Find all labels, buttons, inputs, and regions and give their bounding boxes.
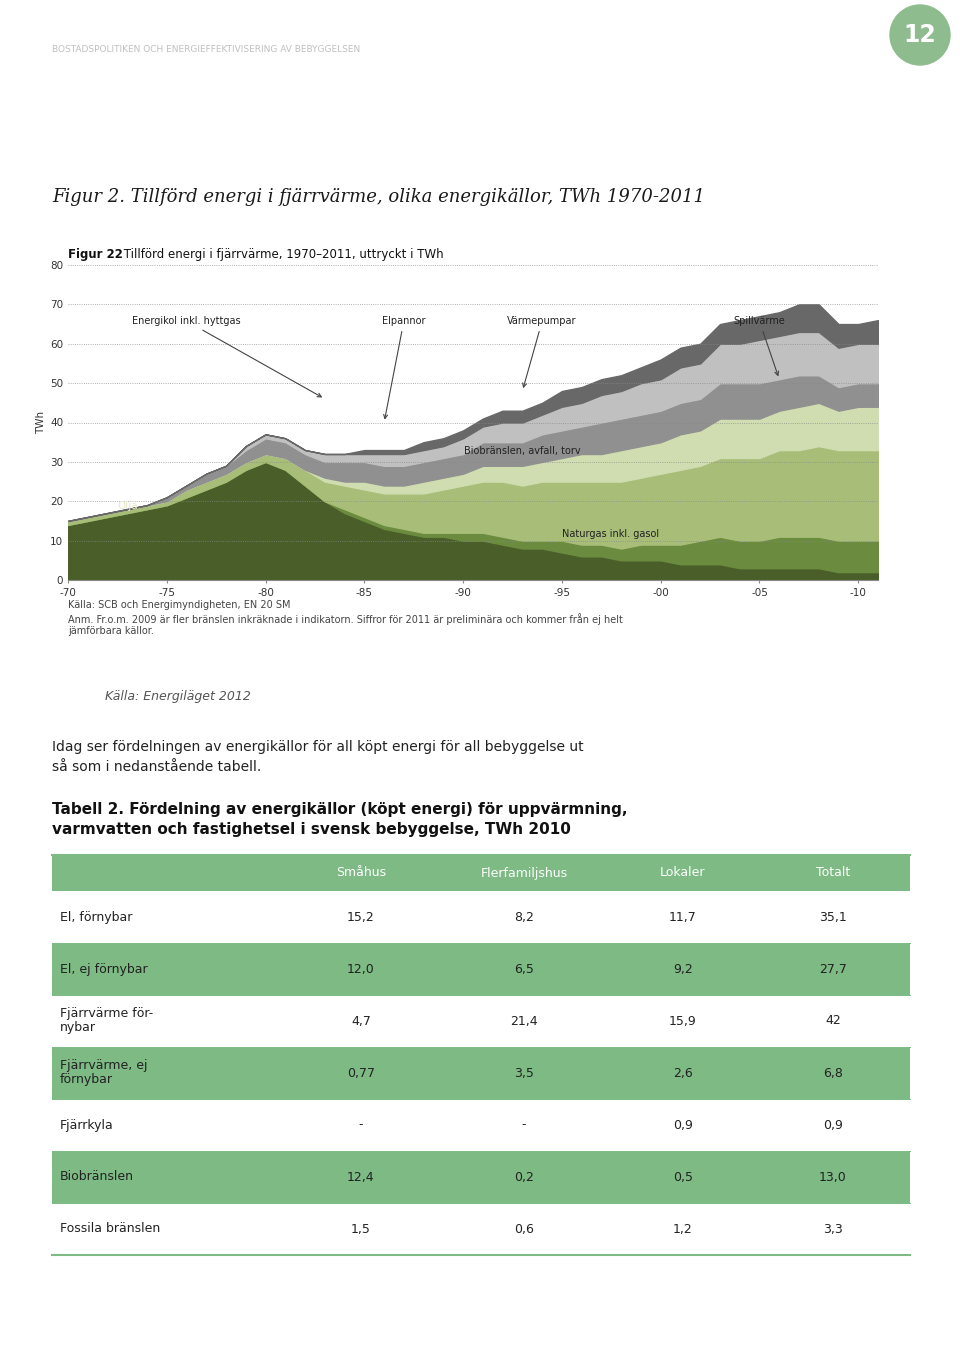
- Text: 12,0: 12,0: [347, 962, 374, 976]
- Text: 8,2: 8,2: [514, 910, 534, 924]
- Text: Biobränslen: Biobränslen: [60, 1171, 134, 1183]
- Text: 21,4: 21,4: [510, 1015, 538, 1027]
- Text: 1,2: 1,2: [673, 1223, 692, 1235]
- Text: 11,7: 11,7: [669, 910, 697, 924]
- FancyBboxPatch shape: [52, 1152, 910, 1202]
- Text: 6,5: 6,5: [514, 962, 534, 976]
- Text: Anm. Fr.o.m. 2009 är fler bränslen inkräknade i indikatorn. Siffror för 2011 är : Anm. Fr.o.m. 2009 är fler bränslen inkrä…: [68, 613, 623, 625]
- Text: 6,8: 6,8: [823, 1067, 843, 1079]
- Text: Tillförd energi i fjärrvärme, 1970–2011, uttryckt i TWh: Tillförd energi i fjärrvärme, 1970–2011,…: [120, 248, 444, 260]
- Text: 1,5: 1,5: [351, 1223, 371, 1235]
- Text: El, förnybar: El, förnybar: [60, 910, 132, 924]
- Text: Spillvärme: Spillvärme: [733, 317, 785, 376]
- Text: BOSTADSPOLITIKEN OCH ENERGIEFFEKTIVISERING AV BEBYGGELSEN: BOSTADSPOLITIKEN OCH ENERGIEFFEKTIVISERI…: [52, 45, 360, 53]
- Text: 15,2: 15,2: [347, 910, 374, 924]
- Text: 0,9: 0,9: [823, 1119, 843, 1131]
- Text: Biobränslen, avfall, torv: Biobränslen, avfall, torv: [464, 446, 581, 457]
- Text: 15,9: 15,9: [669, 1015, 697, 1027]
- Text: 9,2: 9,2: [673, 962, 692, 976]
- Text: 0,77: 0,77: [347, 1067, 374, 1079]
- Text: Källa: SCB och Energimyndigheten, EN 20 SM: Källa: SCB och Energimyndigheten, EN 20 …: [68, 600, 291, 610]
- Text: 3,5: 3,5: [514, 1067, 534, 1079]
- Text: -: -: [521, 1119, 526, 1131]
- Text: jämförbara källor.: jämförbara källor.: [68, 627, 154, 636]
- Text: Figur 22: Figur 22: [68, 248, 123, 260]
- Text: 0,5: 0,5: [673, 1171, 692, 1183]
- Y-axis label: TWh: TWh: [36, 411, 46, 435]
- Text: 3,3: 3,3: [823, 1223, 843, 1235]
- Text: Värmepumpar: Värmepumpar: [508, 317, 577, 387]
- Text: Figur 2. Tillförd energi i fjärrvärme, olika energikällor, TWh 1970-2011: Figur 2. Tillförd energi i fjärrvärme, o…: [52, 188, 705, 206]
- Text: 42: 42: [825, 1015, 841, 1027]
- Text: Fjärrkyla: Fjärrkyla: [60, 1119, 113, 1131]
- Text: nybar: nybar: [60, 1021, 96, 1035]
- Text: Småhus: Småhus: [336, 866, 386, 880]
- Text: Olja: Olja: [117, 502, 137, 511]
- Text: 12: 12: [903, 23, 936, 47]
- Circle shape: [890, 5, 950, 64]
- Text: -: -: [359, 1119, 363, 1131]
- Text: 13,0: 13,0: [819, 1171, 847, 1183]
- Text: 2,6: 2,6: [673, 1067, 692, 1079]
- Text: Naturgas inkl. gasol: Naturgas inkl. gasol: [562, 529, 659, 539]
- Text: Flerfamiljshus: Flerfamiljshus: [480, 866, 567, 880]
- Text: förnybar: förnybar: [60, 1073, 113, 1086]
- Text: Källa: Energiläget 2012: Källa: Energiläget 2012: [105, 690, 251, 703]
- FancyBboxPatch shape: [52, 856, 910, 891]
- Text: 27,7: 27,7: [819, 962, 847, 976]
- Text: Fjärrvärme, ej: Fjärrvärme, ej: [60, 1060, 148, 1072]
- Text: Idag ser fördelningen av energikällor för all köpt energi för all bebyggelse ut: Idag ser fördelningen av energikällor fö…: [52, 740, 584, 754]
- FancyBboxPatch shape: [52, 943, 910, 995]
- Text: 0,2: 0,2: [514, 1171, 534, 1183]
- Text: varmvatten och fastighetsel i svensk bebyggelse, TWh 2010: varmvatten och fastighetsel i svensk beb…: [52, 823, 571, 838]
- FancyBboxPatch shape: [52, 1047, 910, 1100]
- Text: 4,7: 4,7: [351, 1015, 371, 1027]
- Text: Tabell 2. Fördelning av energikällor (köpt energi) för uppvärmning,: Tabell 2. Fördelning av energikällor (kö…: [52, 802, 628, 817]
- Text: så som i nedanstående tabell.: så som i nedanstående tabell.: [52, 760, 261, 775]
- Text: Energikol inkl. hyttgas: Energikol inkl. hyttgas: [132, 317, 322, 398]
- Text: Totalt: Totalt: [816, 866, 850, 880]
- Text: 12,4: 12,4: [348, 1171, 374, 1183]
- Text: 0,6: 0,6: [514, 1223, 534, 1235]
- Text: 35,1: 35,1: [819, 910, 847, 924]
- Text: Fjärrvärme för-: Fjärrvärme för-: [60, 1008, 154, 1020]
- Text: El, ej förnybar: El, ej förnybar: [60, 962, 148, 976]
- Text: 0,9: 0,9: [673, 1119, 692, 1131]
- Text: Fossila bränslen: Fossila bränslen: [60, 1223, 160, 1235]
- Text: Elpannor: Elpannor: [382, 317, 425, 418]
- Text: Lokaler: Lokaler: [660, 866, 706, 880]
